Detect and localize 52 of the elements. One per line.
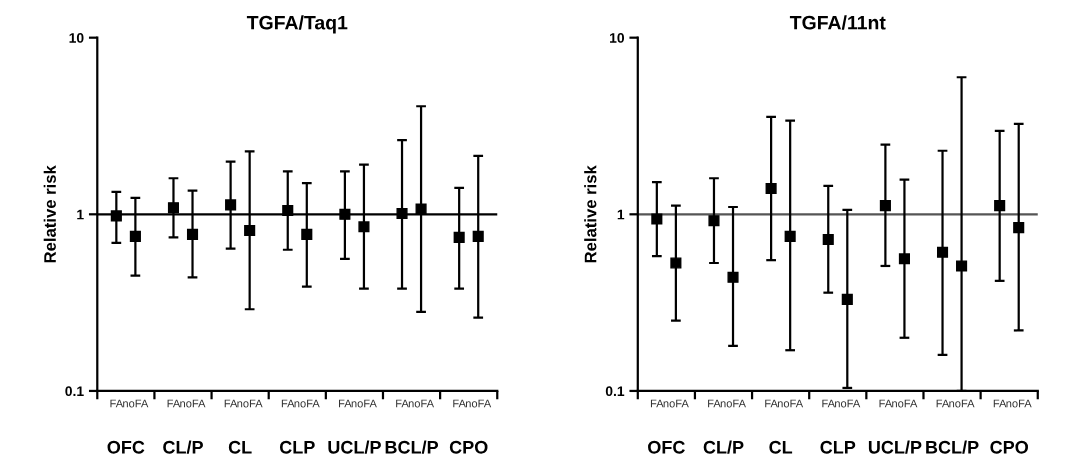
- x-tick-label: noFA: [294, 399, 320, 408]
- x-tick-label: FA: [822, 399, 836, 408]
- x-tick-label: FA: [708, 399, 721, 408]
- y-axis-title: Relative risk: [43, 165, 56, 263]
- y-tick-label: 0.1: [65, 386, 84, 397]
- x-tick-label: FA: [993, 399, 1007, 408]
- chart-title: TGFA/11nt: [789, 15, 886, 30]
- y-tick-label: 10: [69, 33, 84, 43]
- text: CL/P: [703, 440, 744, 454]
- y-tick-label: 0.1: [605, 386, 625, 397]
- x-tick-label: noFA: [351, 399, 377, 408]
- text: CLP: [279, 440, 315, 454]
- x-tick-label: FA: [650, 399, 664, 408]
- x-tick-label: FA: [396, 399, 409, 408]
- text: CPO: [449, 440, 488, 454]
- text: CL: [228, 440, 252, 454]
- x-tick-label: noFA: [1006, 399, 1032, 408]
- x-tick-label: FA: [765, 399, 778, 408]
- y-axis-title: Relative risk: [584, 165, 597, 263]
- x-tick-label: FA: [936, 399, 950, 408]
- x-tick-label: noFA: [720, 399, 746, 408]
- y-tick-label: 10: [610, 33, 625, 43]
- text: CL: [769, 440, 793, 454]
- x-tick-label: noFA: [663, 399, 689, 408]
- chart-title: TGFA/Taq1: [246, 15, 348, 34]
- text: CLP: [820, 440, 856, 454]
- x-tick-label: noFA: [892, 399, 918, 408]
- text: OFC: [107, 440, 145, 454]
- text: BCL/P: [385, 440, 439, 454]
- x-tick-label: noFA: [408, 399, 435, 408]
- x-tick-label: FA: [339, 399, 352, 408]
- x-tick-label: noFA: [180, 399, 206, 408]
- y-tick-label: 1: [617, 209, 625, 220]
- text: CPO: [990, 440, 1028, 454]
- x-tick-label: noFA: [237, 399, 263, 408]
- x-tick-label: FA: [281, 399, 295, 408]
- text: UCL/P: [328, 440, 381, 454]
- text: BCL/P: [926, 440, 979, 454]
- x-tick-label: noFA: [835, 399, 861, 408]
- text: CL/P: [163, 440, 203, 454]
- text: OFC: [648, 440, 685, 454]
- x-tick-label: FA: [879, 399, 893, 408]
- x-tick-label: noFA: [777, 399, 804, 408]
- x-tick-label: noFA: [465, 399, 492, 408]
- x-tick-label: FA: [453, 399, 466, 408]
- x-tick-label: noFA: [123, 399, 149, 408]
- x-tick-label: FA: [167, 399, 181, 408]
- y-tick-label: 1: [77, 209, 84, 220]
- x-tick-label: noFA: [949, 399, 975, 408]
- text: UCL/P: [868, 440, 922, 454]
- x-tick-label: FA: [110, 399, 124, 408]
- x-tick-label: FA: [224, 399, 238, 408]
